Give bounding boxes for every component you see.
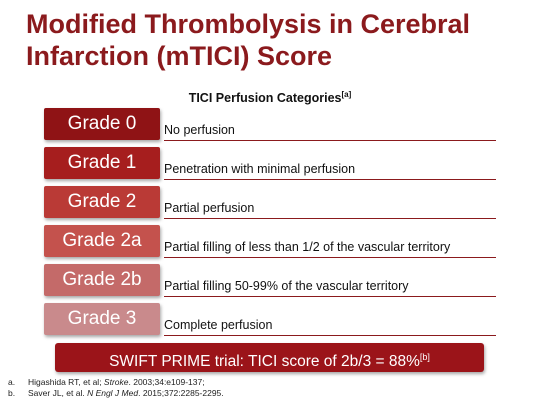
reference-label: a. xyxy=(8,377,16,387)
banner-footnote-marker: [b] xyxy=(419,352,430,362)
grade-description: Partial filling 50-99% of the vascular t… xyxy=(164,278,496,297)
grade-row-3: Grade 3 Complete perfusion xyxy=(44,301,496,340)
swift-prime-banner: SWIFT PRIME trial: TICI score of 2b/3 = … xyxy=(55,343,484,372)
grade-description: Partial perfusion xyxy=(164,200,496,219)
grade-description: No perfusion xyxy=(164,122,496,141)
reference-citation: Saver JL, et al. N Engl J Med. 2015;372:… xyxy=(28,388,224,399)
grade-row-2b: Grade 2b Partial filling 50-99% of the v… xyxy=(44,262,496,301)
grade-description: Complete perfusion xyxy=(164,317,496,336)
reference-authors: Higashida RT, et al; xyxy=(28,377,104,387)
grade-description: Penetration with minimal perfusion xyxy=(164,161,496,180)
grade-row-1: Grade 1 Penetration with minimal perfusi… xyxy=(44,145,496,184)
grade-row-0: Grade 0 No perfusion xyxy=(44,106,496,145)
references: a. Higashida RT, et al; Stroke. 2003;34:… xyxy=(8,377,528,399)
grade-list: Grade 0 No perfusion Grade 1 Penetration… xyxy=(44,106,496,340)
reference-details: . 2015;372:2285-2295. xyxy=(138,388,224,398)
grade-row-2a: Grade 2a Partial filling of less than 1/… xyxy=(44,223,496,262)
reference-journal: Stroke xyxy=(103,377,129,387)
grade-row-2: Grade 2 Partial perfusion xyxy=(44,184,496,223)
grade-label: Grade 3 xyxy=(44,303,160,335)
reference-b: b. Saver JL, et al. N Engl J Med. 2015;3… xyxy=(8,388,528,399)
slide-title: Modified Thrombolysis in Cerebral Infarc… xyxy=(26,9,471,71)
reference-label: b. xyxy=(8,388,16,398)
reference-details: . 2003;34:e109-137; xyxy=(128,377,205,387)
subtitle-footnote-marker: [a] xyxy=(341,90,352,99)
reference-authors: Saver JL, et al. xyxy=(28,388,88,398)
reference-citation: Higashida RT, et al; Stroke. 2003;34:e10… xyxy=(28,377,205,388)
section-subtitle: TICI Perfusion Categories[a] xyxy=(0,90,540,105)
grade-label: Grade 1 xyxy=(44,147,160,179)
grade-description: Partial filling of less than 1/2 of the … xyxy=(164,239,496,258)
grade-label: Grade 2 xyxy=(44,186,160,218)
reference-journal: N Engl J Med xyxy=(87,388,139,398)
grade-label: Grade 2a xyxy=(44,225,160,257)
grade-label: Grade 2b xyxy=(44,264,160,296)
subtitle-text: TICI Perfusion Categories xyxy=(188,91,342,106)
reference-a: a. Higashida RT, et al; Stroke. 2003;34:… xyxy=(8,377,528,388)
grade-label: Grade 0 xyxy=(44,108,160,140)
banner-text: SWIFT PRIME trial: TICI score of 2b/3 = … xyxy=(109,353,420,371)
